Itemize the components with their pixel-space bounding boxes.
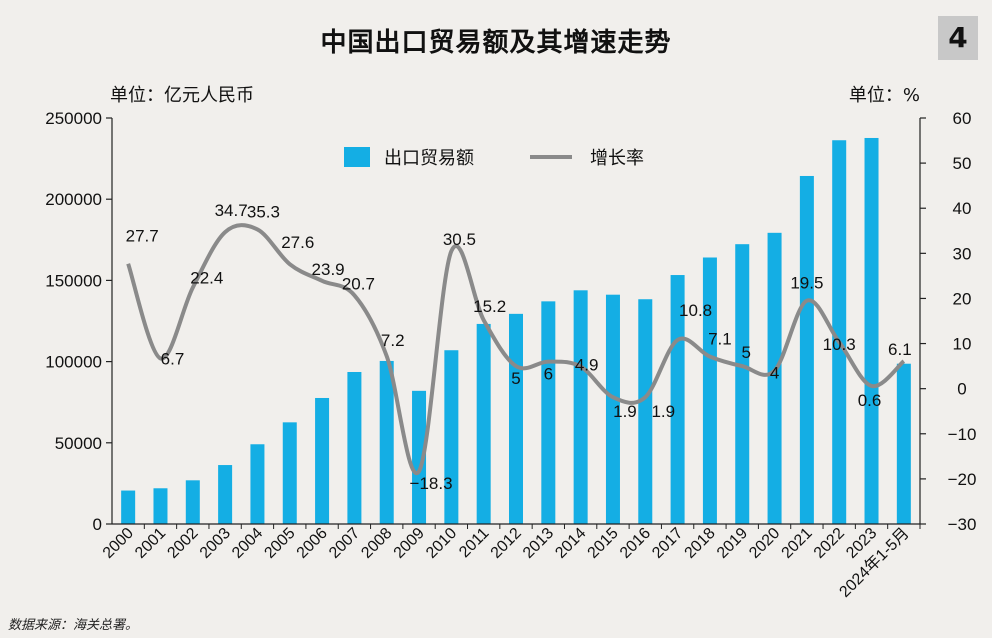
line-label-2023: 0.6 <box>858 391 882 410</box>
bar-2016 <box>638 299 653 524</box>
line-label-2002: 22.4 <box>190 269 223 288</box>
bar-2024年1-5月 <box>896 363 911 524</box>
x-tick-label-2022: 2022 <box>811 525 848 562</box>
bar-2022 <box>832 140 847 525</box>
x-tick-label-2003: 2003 <box>197 525 234 562</box>
line-label-2008: 7.2 <box>381 331 405 350</box>
bar-2003 <box>218 465 233 524</box>
bar-2018 <box>702 257 717 524</box>
left-axis-unit: 单位：亿元人民币 <box>110 85 254 106</box>
left-tick-label: 200000 <box>45 190 102 209</box>
x-tick-label-2015: 2015 <box>585 525 622 562</box>
right-tick-label: 60 <box>953 109 972 128</box>
line-label-2012: 5 <box>511 369 520 388</box>
bar-2019 <box>735 244 750 524</box>
right-tick-label: −30 <box>948 515 977 534</box>
left-tick-label: 0 <box>93 515 102 534</box>
left-tick-label: 100000 <box>45 353 102 372</box>
line-label-2017: 10.8 <box>679 301 712 320</box>
bar-2010 <box>444 350 459 524</box>
x-tick-label-2016: 2016 <box>617 525 654 562</box>
x-tick-label-2011: 2011 <box>456 525 492 561</box>
x-tick-label-2009: 2009 <box>391 525 428 562</box>
line-label-2016: 1.9 <box>651 402 675 421</box>
line-label-2005: 27.6 <box>281 233 314 252</box>
right-tick-label: 0 <box>957 380 966 399</box>
line-label-2019: 5 <box>742 343 751 362</box>
line-label-2011: 15.2 <box>473 297 506 316</box>
legend-bar-swatch <box>344 147 370 167</box>
line-label-2022: 10.3 <box>823 335 856 354</box>
x-tick-label-2002: 2002 <box>164 525 201 562</box>
legend-line-label: 增长率 <box>590 148 644 168</box>
right-tick-label: −20 <box>948 470 977 489</box>
line-label-2000: 27.7 <box>126 227 159 246</box>
figure-number-badge: 4 <box>938 16 978 60</box>
right-tick-label: 20 <box>953 289 972 308</box>
bar-2015 <box>605 294 620 524</box>
line-label-2010: 30.5 <box>443 230 476 249</box>
bar-2013 <box>541 301 556 524</box>
bar-2006 <box>315 397 330 524</box>
x-tick-label-2017: 2017 <box>649 525 686 562</box>
plot-area: 0 50000 100000 150000 200000 250000 −30 −20 −10 0… <box>45 109 976 601</box>
line-label-2009: −18.3 <box>410 474 453 493</box>
line-label-2004: 35.3 <box>247 202 280 221</box>
line-label-2015: 1.9 <box>613 402 637 421</box>
bar-2011 <box>476 323 491 524</box>
legend-bar-label: 出口贸易额 <box>384 148 474 168</box>
x-tick-label-2021: 2021 <box>779 525 816 562</box>
bar-2000 <box>121 490 136 524</box>
x-tick-label-2000: 2000 <box>100 525 137 562</box>
data-source-note: 数据来源：海关总署。 <box>8 618 139 633</box>
x-tick-label-2010: 2010 <box>423 525 460 562</box>
left-tick-label: 250000 <box>45 109 102 128</box>
x-tick-label-2006: 2006 <box>294 525 331 562</box>
chart-title: 中国出口贸易额及其增速走势 <box>320 28 672 58</box>
bar-2004 <box>250 444 265 524</box>
line-label-2007: 20.7 <box>342 274 375 293</box>
left-tick-label: 50000 <box>55 434 102 453</box>
x-tick-label-2013: 2013 <box>520 525 557 562</box>
x-tick-label-2007: 2007 <box>326 525 363 562</box>
right-tick-label: 10 <box>953 335 972 354</box>
left-tick-label: 150000 <box>45 271 102 290</box>
x-tick-label-2019: 2019 <box>714 525 751 562</box>
bar-2023 <box>864 137 879 524</box>
line-label-2013: 6 <box>544 365 553 384</box>
right-tick-label: 30 <box>953 244 972 263</box>
right-tick-label: −10 <box>948 425 977 444</box>
bar-2009 <box>412 390 427 524</box>
bar-2005 <box>282 422 297 524</box>
line-label-2018: 7.1 <box>708 330 732 349</box>
growth-rate-line <box>126 223 906 476</box>
bar-2002 <box>185 480 200 524</box>
line-label-2020: 4 <box>770 364 779 383</box>
line-label-2006: 23.9 <box>312 260 345 279</box>
x-tick-label-2005: 2005 <box>261 525 298 562</box>
bar-2020 <box>767 232 782 524</box>
line-label-2003: 34.7 <box>215 201 248 220</box>
x-tick-label-2008: 2008 <box>358 525 395 562</box>
right-axis-unit: 单位：% <box>848 85 920 106</box>
x-tick-label-2020: 2020 <box>746 525 783 562</box>
line-label-2001: 6.7 <box>161 349 185 368</box>
x-tick-label-2014: 2014 <box>552 525 589 562</box>
right-tick-label: 40 <box>953 199 972 218</box>
x-tick-label-2012: 2012 <box>488 525 525 562</box>
bar-2014 <box>573 290 588 524</box>
bar-2007 <box>347 371 362 524</box>
line-label-2021: 19.5 <box>790 274 823 293</box>
bar-2008 <box>379 360 394 524</box>
bar-2021 <box>799 175 814 524</box>
line-label-2014: 4.9 <box>575 356 599 375</box>
x-tick-label-2018: 2018 <box>682 525 719 562</box>
bar-2001 <box>153 488 168 524</box>
right-tick-label: 50 <box>953 154 972 173</box>
x-tick-label-2001: 2001 <box>132 525 169 562</box>
x-tick-label-2004: 2004 <box>229 525 266 562</box>
line-label-2024年1-5月: 6.1 <box>888 340 912 359</box>
bar-2012 <box>509 313 523 524</box>
